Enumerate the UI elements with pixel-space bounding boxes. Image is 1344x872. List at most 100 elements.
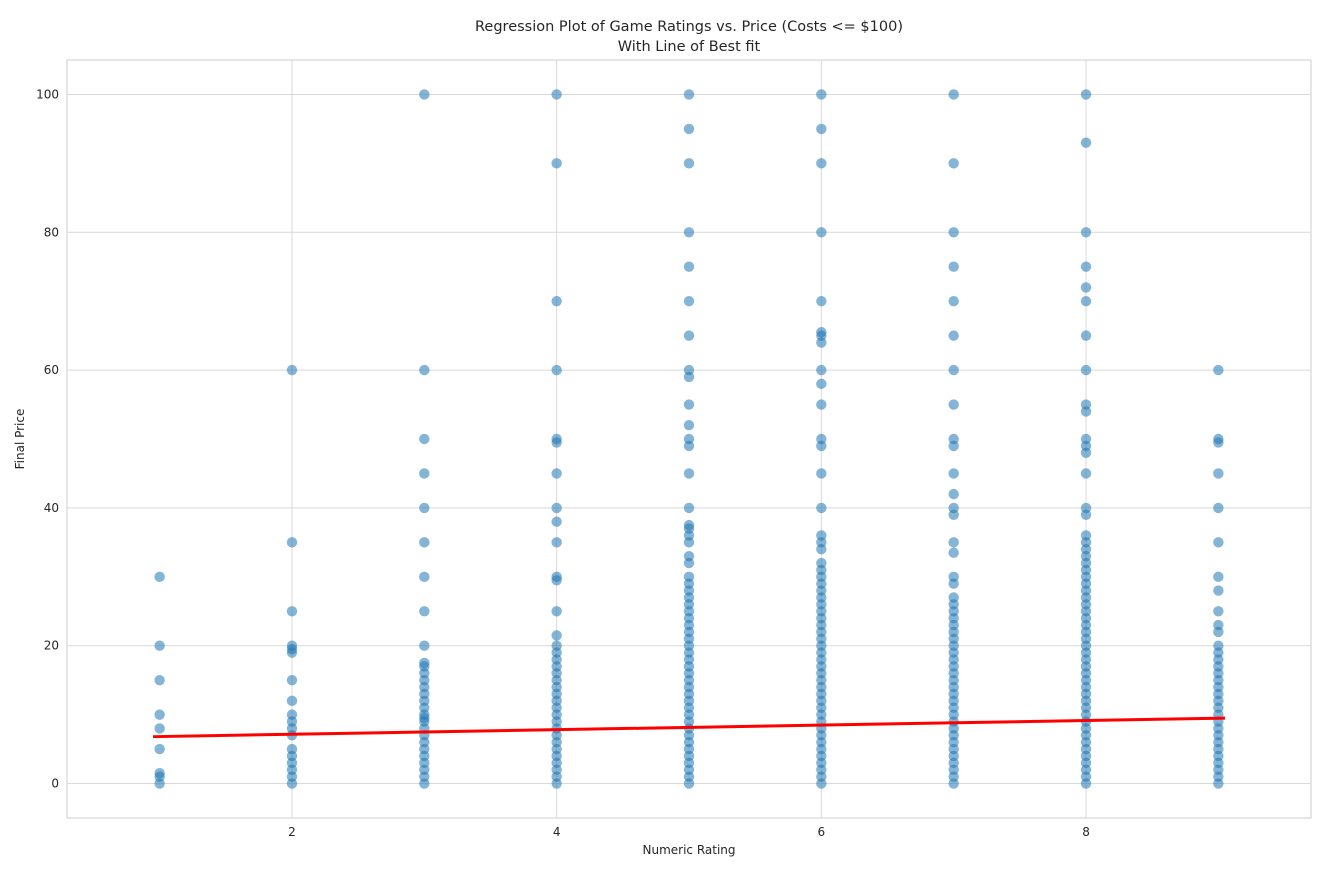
data-point <box>816 502 827 514</box>
data-point <box>948 778 959 789</box>
data-point <box>419 606 430 617</box>
data-point <box>419 778 430 789</box>
data-point <box>551 778 562 789</box>
data-point <box>154 640 165 651</box>
data-point <box>154 709 165 720</box>
x-tick-label: 2 <box>288 825 296 839</box>
data-point <box>1080 468 1092 479</box>
x-axis-label: Numeric Rating <box>642 843 735 857</box>
data-point <box>948 330 959 341</box>
data-point <box>683 557 695 569</box>
data-point <box>419 502 430 514</box>
data-point <box>419 433 430 445</box>
data-point <box>816 227 827 238</box>
data-point <box>683 261 695 272</box>
data-point <box>1213 571 1224 583</box>
y-axis-label: Final Price <box>13 409 27 470</box>
data-point <box>1213 606 1224 617</box>
data-point <box>1213 502 1224 514</box>
data-point <box>154 674 165 686</box>
data-point <box>419 537 430 548</box>
x-tick-label: 6 <box>818 825 826 839</box>
data-point <box>154 723 165 734</box>
y-tick-label: 100 <box>36 87 59 101</box>
data-point <box>551 575 562 586</box>
data-point <box>551 89 562 100</box>
data-point <box>286 537 298 548</box>
regression-line-group <box>152 716 1226 739</box>
data-point <box>816 544 827 555</box>
data-point <box>551 364 562 376</box>
data-point <box>948 468 959 479</box>
data-point <box>286 647 298 658</box>
data-point <box>816 378 827 390</box>
data-point <box>419 89 430 100</box>
data-point <box>551 468 562 479</box>
data-point <box>551 502 562 514</box>
data-point <box>948 158 959 169</box>
data-point <box>1213 364 1224 376</box>
data-point <box>419 468 430 479</box>
y-tick-label: 40 <box>44 501 59 515</box>
data-point <box>1080 89 1092 100</box>
data-point <box>551 516 562 527</box>
data-point <box>154 743 165 755</box>
data-point <box>551 158 562 169</box>
data-point <box>948 261 959 272</box>
data-point <box>551 295 562 307</box>
data-point <box>948 399 959 410</box>
data-point <box>1080 261 1092 272</box>
data-point <box>1213 585 1224 596</box>
data-point <box>816 123 827 135</box>
y-tick-label: 60 <box>44 363 59 377</box>
chart-title-line-1: Regression Plot of Game Ratings vs. Pric… <box>475 19 903 35</box>
data-point <box>683 399 695 410</box>
data-point <box>286 778 298 789</box>
data-point <box>286 674 298 686</box>
data-point <box>683 440 695 452</box>
data-point <box>948 578 959 589</box>
data-point <box>948 364 959 376</box>
data-point <box>816 337 827 348</box>
data-point <box>551 537 562 548</box>
data-point <box>948 547 959 558</box>
data-point <box>816 158 827 169</box>
data-point <box>286 606 298 617</box>
data-point <box>816 399 827 410</box>
data-point <box>1213 468 1224 479</box>
data-point <box>1080 509 1092 520</box>
data-point <box>948 295 959 307</box>
data-point <box>683 778 695 789</box>
y-tick-label: 80 <box>44 225 59 239</box>
data-point <box>816 778 827 789</box>
y-tick-labels: 0 20 40 60 80 100 <box>36 87 59 790</box>
y-tick-label: 20 <box>44 639 59 653</box>
x-tick-labels: 2 4 6 8 <box>288 825 1090 839</box>
data-point <box>1080 330 1092 341</box>
data-point <box>683 502 695 514</box>
data-point <box>683 371 695 383</box>
data-point <box>1213 437 1224 448</box>
data-point <box>551 630 562 641</box>
x-tick-label: 4 <box>553 825 561 839</box>
data-point <box>816 89 827 100</box>
data-point <box>154 571 165 583</box>
data-point <box>948 440 959 452</box>
data-point <box>683 295 695 307</box>
regression-line <box>152 716 1226 739</box>
chart-title-line-2: With Line of Best fit <box>618 39 761 55</box>
data-point <box>683 330 695 341</box>
data-point <box>1213 537 1224 548</box>
data-point <box>683 227 695 238</box>
data-point <box>1080 295 1092 307</box>
data-point <box>816 440 827 452</box>
data-point <box>816 295 827 307</box>
data-point <box>1080 282 1092 293</box>
data-point <box>419 640 430 651</box>
data-point <box>948 89 959 100</box>
data-point <box>1080 778 1092 789</box>
data-point <box>948 227 959 238</box>
data-point <box>816 468 827 479</box>
data-point <box>419 364 430 376</box>
